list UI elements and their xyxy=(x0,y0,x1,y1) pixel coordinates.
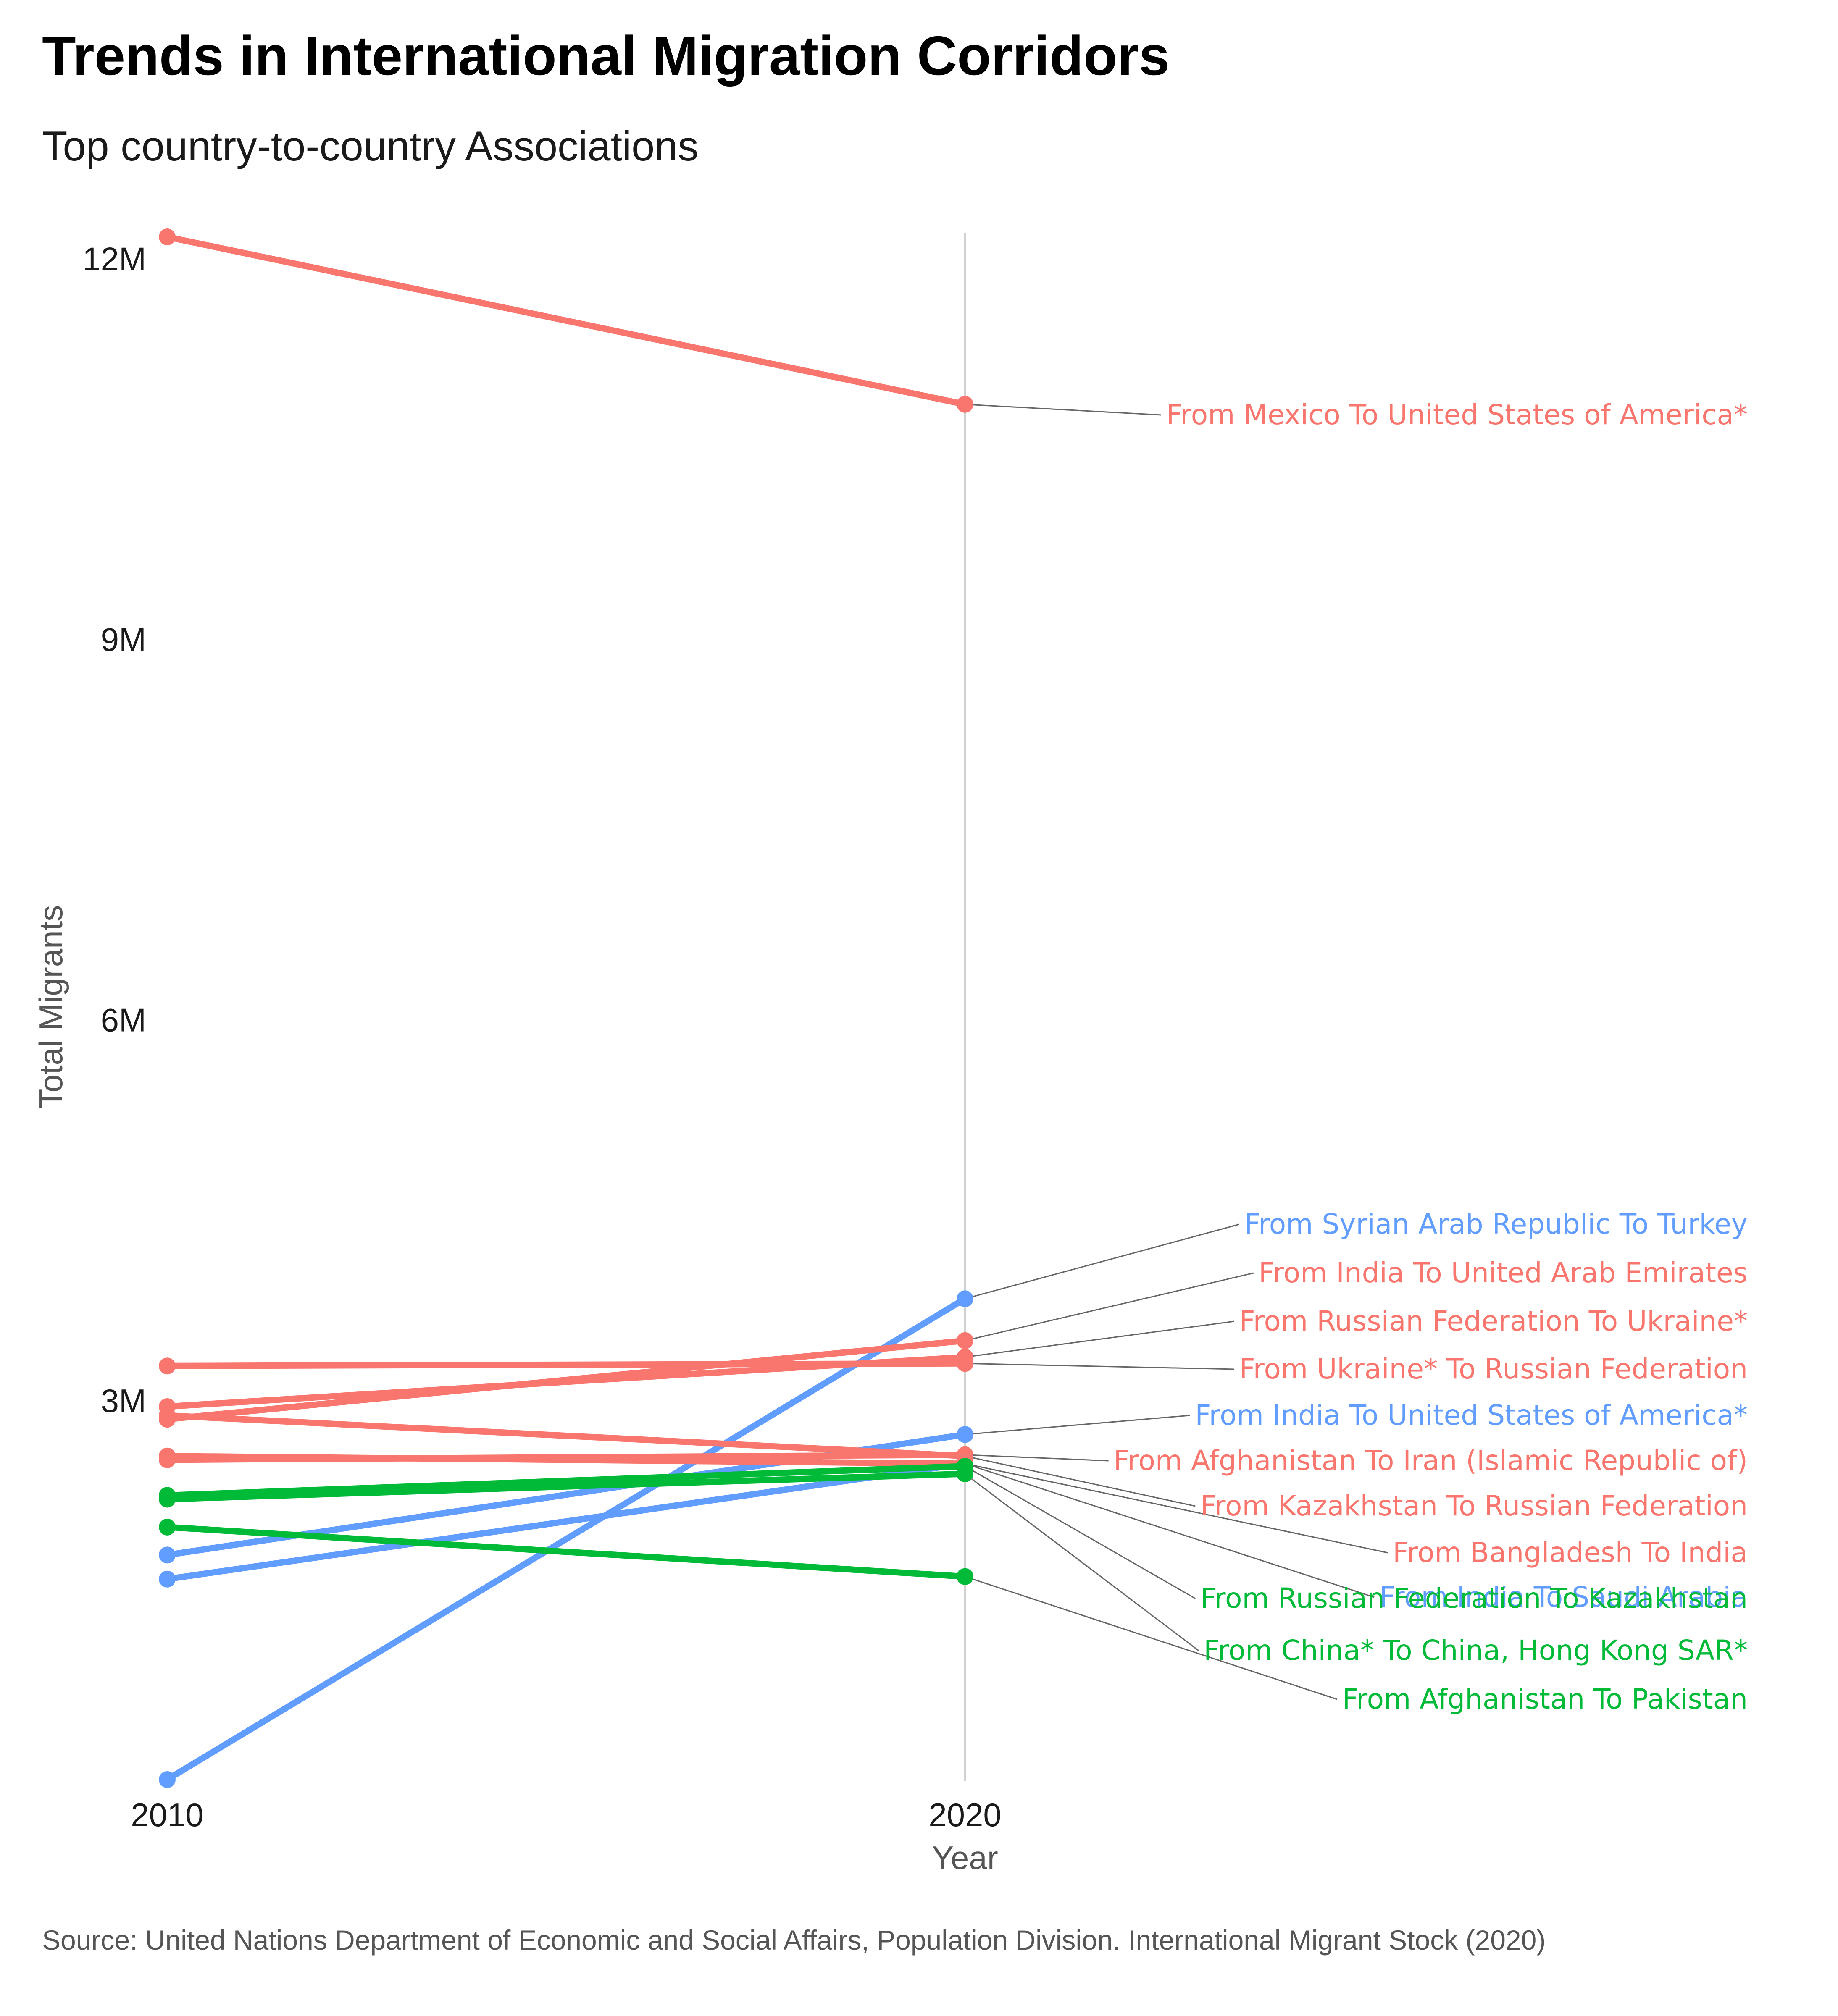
point-from-afghanistan-to-pakistan-2010 xyxy=(159,1518,176,1536)
series-label-from-afghanistan-to-iran-islamic-republic-of: From Afghanistan To Iran (Islamic Republ… xyxy=(1114,1444,1748,1477)
series-labels: From Mexico To United States of America*… xyxy=(1114,399,1748,1715)
point-from-bangladesh-to-india-2010 xyxy=(159,1447,176,1465)
leader-line-from-russian-federation-to-kazakhstan xyxy=(965,1465,1196,1599)
y-axis-ticks: 3M 6M 9M 12M xyxy=(82,240,146,1419)
x-tick-label-2010: 2010 xyxy=(131,1796,204,1833)
series-line-from-china-to-china-hong-kong-sar xyxy=(164,1470,968,1502)
point-from-china-to-china-hong-kong-sar-2010 xyxy=(159,1491,176,1508)
leader-line-from-afghanistan-to-pakistan xyxy=(965,1576,1338,1700)
point-from-ukraine-to-russian-federation-2020 xyxy=(957,1355,973,1372)
series-points xyxy=(159,228,973,1788)
leader-line-from-india-to-united-arab-emirates xyxy=(965,1272,1254,1341)
series-line-from-kazakhstan-to-russian-federation xyxy=(164,1412,968,1460)
series-line-from-syrian-arab-republic-to-turkey xyxy=(164,1295,968,1783)
point-from-syrian-arab-republic-to-turkey-2020 xyxy=(957,1290,973,1307)
series-label-from-syrian-arab-republic-to-turkey: From Syrian Arab Republic To Turkey xyxy=(1244,1208,1748,1240)
source-caption: Source: United Nations Department of Eco… xyxy=(42,1924,1546,1956)
series-label-from-bangladesh-to-india: From Bangladesh To India xyxy=(1393,1536,1748,1569)
point-from-mexico-to-united-states-of-america-2010 xyxy=(159,228,176,246)
series-line-from-mexico-to-united-states-of-america xyxy=(164,234,968,408)
point-from-india-to-united-states-of-america-2010 xyxy=(159,1546,176,1564)
y-tick-label-12m: 12M xyxy=(82,240,146,277)
leader-line-from-russian-federation-to-ukraine xyxy=(965,1320,1234,1358)
point-from-afghanistan-to-pakistan-2020 xyxy=(957,1568,973,1585)
series-label-from-india-to-united-arab-emirates: From India To United Arab Emirates xyxy=(1259,1257,1748,1289)
y-tick-label-9m: 9M xyxy=(101,621,146,658)
label-leader-lines xyxy=(965,404,1388,1700)
series-label-from-russian-federation-to-kazakhstan: From Russian Federation To Kazakhstan xyxy=(1200,1582,1748,1614)
leader-line-from-india-to-saudi-arabia xyxy=(965,1463,1375,1598)
series-line-from-ukraine-to-russian-federation xyxy=(164,1360,968,1369)
leader-line-from-kazakhstan-to-russian-federation xyxy=(965,1455,1196,1507)
leader-line-from-ukraine-to-russian-federation xyxy=(965,1362,1234,1370)
point-from-china-to-china-hong-kong-sar-2020 xyxy=(957,1465,973,1483)
y-tick-label-3m: 3M xyxy=(101,1382,146,1419)
series-label-from-india-to-saudi-arabia: From India To Saudi Arabia xyxy=(1379,1581,1748,1613)
leader-line-from-mexico-to-united-states-of-america xyxy=(965,404,1161,416)
x-tick-label-2020: 2020 xyxy=(928,1796,1002,1833)
series-label-from-afghanistan-to-pakistan: From Afghanistan To Pakistan xyxy=(1342,1683,1748,1715)
leader-line-from-bangladesh-to-india xyxy=(965,1463,1388,1554)
point-from-mexico-to-united-states-of-america-2020 xyxy=(957,396,973,413)
leader-line-from-china-to-china-hong-kong-sar xyxy=(965,1473,1199,1651)
y-axis-title: Total Migrants xyxy=(32,905,69,1109)
plot-panel: From Mexico To United States of America*… xyxy=(82,228,1748,1833)
leader-line-from-india-to-united-states-of-america xyxy=(965,1415,1190,1435)
x-axis-title: Year xyxy=(932,1839,998,1876)
point-from-ukraine-to-russian-federation-2010 xyxy=(159,1357,176,1375)
point-from-syrian-arab-republic-to-turkey-2010 xyxy=(159,1771,176,1788)
chart-title: Trends in International Migration Corrid… xyxy=(42,25,1170,87)
series-label-from-china-to-china-hong-kong-sar: From China* To China, Hong Kong SAR* xyxy=(1204,1634,1748,1667)
series-label-from-kazakhstan-to-russian-federation: From Kazakhstan To Russian Federation xyxy=(1200,1490,1748,1522)
series-line-from-bangladesh-to-india xyxy=(164,1453,968,1467)
series-label-from-russian-federation-to-ukraine: From Russian Federation To Ukraine* xyxy=(1239,1305,1748,1337)
leader-line-from-afghanistan-to-iran-islamic-republic-of xyxy=(965,1454,1109,1462)
chart-subtitle: Top country-to-country Associations xyxy=(42,123,699,169)
series-label-from-ukraine-to-russian-federation: From Ukraine* To Russian Federation xyxy=(1239,1353,1748,1385)
point-from-india-to-united-arab-emirates-2020 xyxy=(957,1332,973,1349)
y-tick-label-6m: 6M xyxy=(101,1002,146,1039)
series-line-from-russian-federation-to-kazakhstan xyxy=(164,1463,968,1499)
point-from-india-to-saudi-arabia-2010 xyxy=(159,1570,176,1588)
series-label-from-mexico-to-united-states-of-america: From Mexico To United States of America* xyxy=(1166,399,1748,431)
leader-line-from-syrian-arab-republic-to-turkey xyxy=(965,1223,1240,1299)
series-line-from-afghanistan-to-pakistan xyxy=(164,1524,968,1580)
series-line-from-india-to-saudi-arabia xyxy=(164,1460,968,1583)
series-label-from-india-to-united-states-of-america: From India To United States of America* xyxy=(1195,1399,1748,1431)
point-from-kazakhstan-to-russian-federation-2010 xyxy=(159,1407,176,1424)
series-lines xyxy=(164,234,968,1783)
x-axis-ticks: 2010 2020 xyxy=(131,1796,1002,1833)
point-from-india-to-united-states-of-america-2020 xyxy=(957,1426,973,1443)
